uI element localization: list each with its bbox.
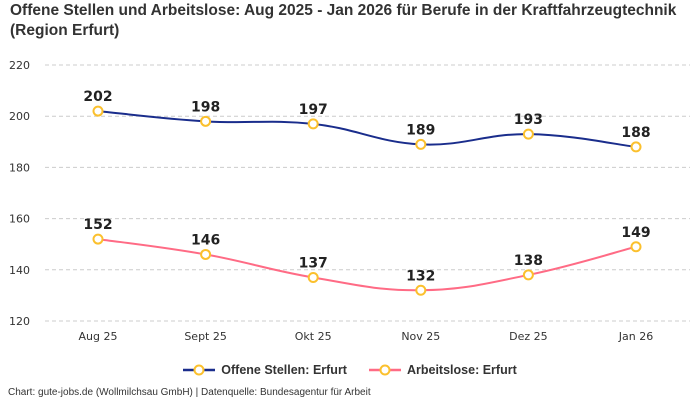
y-tick-label: 180 <box>9 161 30 174</box>
data-point <box>522 269 534 281</box>
data-point <box>200 115 212 127</box>
data-label: 197 <box>299 102 328 118</box>
data-point <box>415 284 427 296</box>
y-tick-label: 160 <box>9 213 30 226</box>
legend-item-arbeitslose[interactable]: Arbeitslose: Erfurt <box>368 363 517 377</box>
data-label: 149 <box>621 225 650 241</box>
data-point <box>630 141 642 153</box>
legend: Offene Stellen: Erfurt Arbeitslose: Erfu… <box>0 363 700 377</box>
y-tick-label: 220 <box>9 59 30 72</box>
legend-line-marker-icon <box>183 364 216 376</box>
legend-label: Offene Stellen: Erfurt <box>221 363 347 377</box>
series-line <box>97 110 637 148</box>
y-tick-label: 140 <box>9 264 30 277</box>
x-tick-label: Okt 25 <box>295 330 332 343</box>
x-tick-label: Sept 25 <box>184 330 227 343</box>
data-label: 137 <box>299 255 328 271</box>
x-tick-label: Nov 25 <box>401 330 440 343</box>
data-label: 152 <box>83 217 112 233</box>
x-tick-label: Aug 25 <box>79 330 118 343</box>
data-point <box>307 118 319 130</box>
data-label: 202 <box>83 89 112 105</box>
data-label: 132 <box>406 268 435 284</box>
data-point <box>200 248 212 260</box>
data-label: 189 <box>406 122 435 138</box>
data-point <box>92 233 104 245</box>
y-tick-label: 200 <box>9 110 30 123</box>
chart-title: Offene Stellen und Arbeitslose: Aug 2025… <box>10 2 677 39</box>
source-footer: Chart: gute-jobs.de (Wollmilchsau GmbH) … <box>8 387 371 398</box>
data-point <box>630 241 642 253</box>
data-label: 193 <box>514 112 543 128</box>
legend-label: Arbeitslose: Erfurt <box>406 363 517 377</box>
x-tick-label: Dez 25 <box>509 330 548 343</box>
data-point <box>522 128 534 140</box>
series-line <box>97 238 637 292</box>
x-tick-label: Jan 26 <box>618 330 653 343</box>
data-label: 188 <box>621 125 650 141</box>
data-point <box>415 138 427 150</box>
legend-item-offene-stellen[interactable]: Offene Stellen: Erfurt <box>183 363 347 377</box>
line-chart: 120 140 160 180 200 220 Aug 25 Sept 25 Okt 25 Nov… <box>9 59 690 343</box>
y-tick-label: 120 <box>9 315 30 328</box>
data-label: 198 <box>191 99 220 115</box>
data-label: 146 <box>191 232 220 248</box>
data-point <box>92 105 104 117</box>
data-point <box>307 271 319 283</box>
legend-line-marker-icon <box>368 364 401 376</box>
data-label: 138 <box>514 253 543 269</box>
